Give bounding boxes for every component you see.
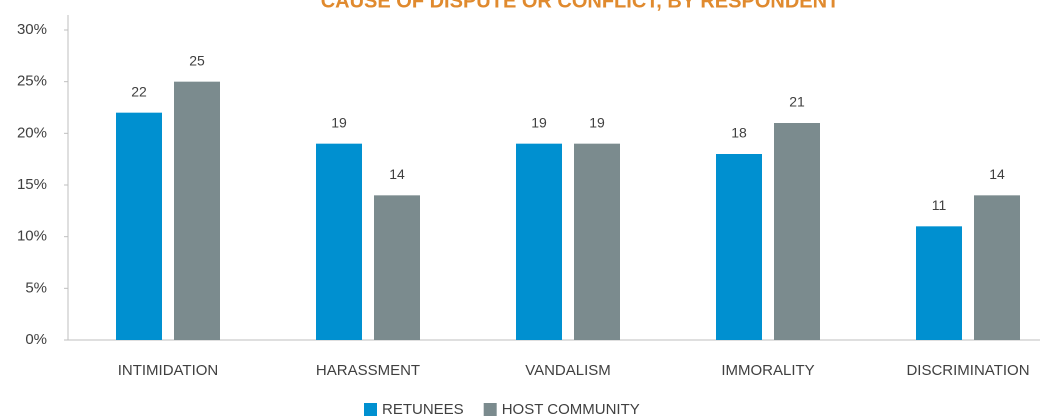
bar — [374, 195, 420, 340]
y-tick-label: 10% — [17, 228, 47, 245]
value-label: 14 — [989, 166, 1005, 182]
bar — [516, 143, 562, 340]
x-tick-label: INTIMIDATION — [118, 362, 219, 379]
x-tick-label: IMMORALITY — [721, 362, 814, 379]
y-tick-label: 0% — [25, 331, 47, 348]
bar — [774, 123, 820, 340]
x-tick-label: HARASSMENT — [316, 362, 420, 379]
legend-label: HOST COMMUNITY — [502, 401, 640, 418]
x-tick-label: VANDALISM — [525, 362, 611, 379]
chart-title: CAUSE OF DISPUTE OR CONFLICT, BY RESPOND… — [321, 0, 840, 12]
legend-label: RETUNEES — [382, 401, 464, 418]
legend-swatch — [364, 403, 377, 416]
bar — [974, 195, 1020, 340]
value-label: 19 — [531, 114, 547, 130]
bar — [574, 143, 620, 340]
value-label: 25 — [189, 52, 205, 68]
value-label: 11 — [932, 197, 947, 213]
y-tick-label: 30% — [17, 21, 47, 38]
y-tick-label: 25% — [17, 73, 47, 90]
value-label: 19 — [589, 114, 605, 130]
bar — [916, 226, 962, 340]
value-label: 19 — [331, 114, 347, 130]
value-label: 18 — [731, 125, 747, 141]
bar — [716, 154, 762, 340]
y-tick-label: 20% — [17, 124, 47, 141]
value-label: 21 — [789, 94, 805, 110]
y-tick-label: 15% — [17, 176, 47, 193]
value-label: 14 — [389, 166, 405, 182]
y-tick-label: 5% — [25, 279, 47, 296]
legend-swatch — [483, 403, 497, 416]
value-label: 22 — [131, 83, 147, 99]
bar — [174, 81, 220, 341]
bar — [116, 112, 162, 341]
x-tick-label: DISCRIMINATION — [906, 362, 1029, 379]
bar — [316, 143, 362, 340]
